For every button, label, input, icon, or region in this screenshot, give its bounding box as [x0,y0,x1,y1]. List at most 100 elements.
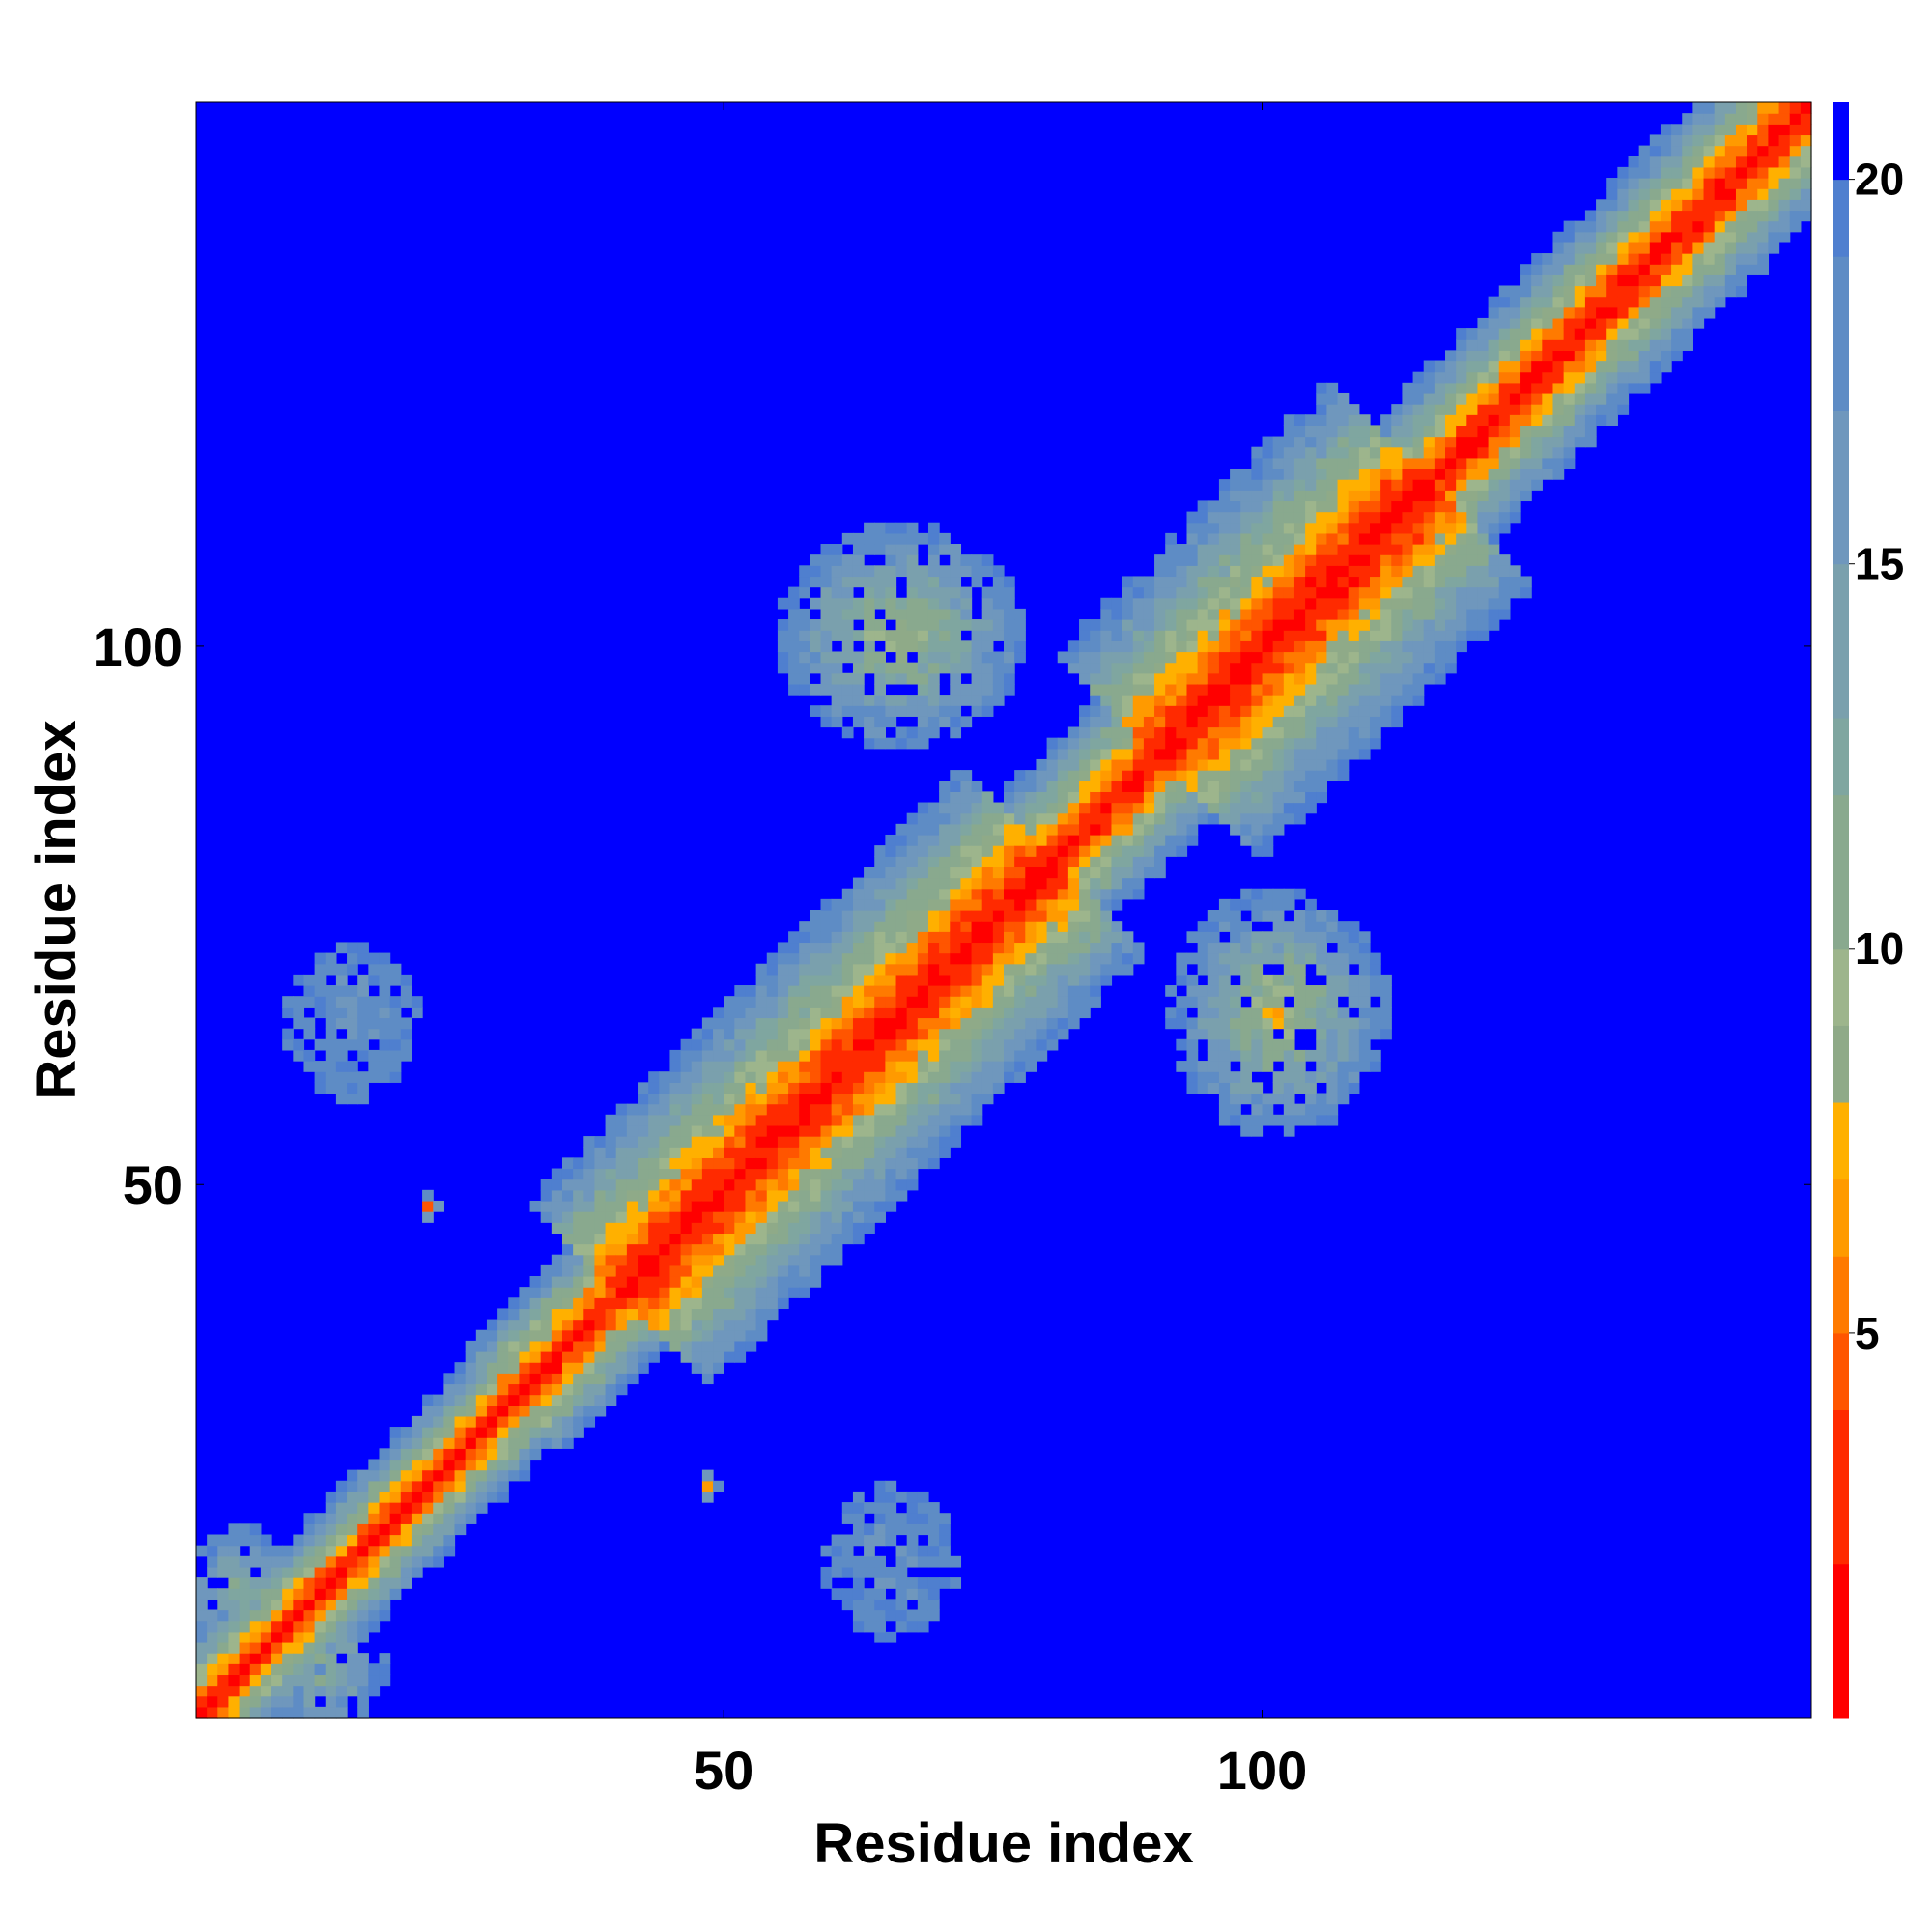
heatmap-cell [895,867,908,879]
heatmap-cell [529,1308,542,1321]
heatmap-cell [1563,457,1576,469]
heatmap-cell [1660,253,1672,265]
heatmap-cell [1358,672,1371,685]
heatmap-cell [1143,586,1155,599]
heatmap-cell [906,856,919,868]
heatmap-cell [1230,1049,1241,1062]
heatmap-cell [260,1577,272,1589]
heatmap-cell [1004,877,1015,890]
heatmap-cell [368,1028,381,1040]
heatmap-cell [314,1061,327,1072]
heatmap-cell [1682,339,1693,351]
heatmap-cell [1412,630,1425,641]
heatmap-cell [573,1340,584,1352]
heatmap-cell [1251,479,1264,491]
heatmap-cell [1369,468,1381,480]
heatmap-cell [1014,1049,1026,1062]
heatmap-cell [1337,662,1350,674]
heatmap-cell [1498,296,1511,308]
heatmap-cell [454,1437,467,1449]
heatmap-cell [950,888,962,900]
heatmap-cell [583,1157,596,1170]
heatmap-cell [1348,597,1360,610]
heatmap-cell [1638,199,1651,212]
heatmap-cell [1057,867,1069,879]
heatmap-cell [368,1061,381,1072]
heatmap-cell [561,1373,574,1385]
heatmap-cell [1079,672,1091,685]
heatmap-cell [950,1124,962,1137]
heatmap-cell [777,1297,789,1310]
heatmap-cell [1488,608,1500,620]
heatmap-cell [864,726,875,739]
heatmap-cell [347,1620,358,1633]
heatmap-cell [486,1329,498,1342]
heatmap-cell [788,683,800,696]
heatmap-cell [669,1287,682,1298]
heatmap-cell [1423,662,1435,674]
heatmap-cell [529,1383,542,1396]
heatmap-cell [540,1297,553,1310]
heatmap-cell [766,1168,779,1180]
heatmap-cell [1391,597,1404,610]
heatmap-cell [1154,856,1166,868]
heatmap-cell [615,1124,628,1137]
heatmap-cell [841,1513,854,1524]
heatmap-cell [508,1469,520,1482]
heatmap-cell [1724,220,1737,233]
heatmap-cell [1391,457,1404,469]
heatmap-cell [1272,705,1285,717]
heatmap-cell [1498,446,1511,459]
heatmap-cell [1488,468,1500,480]
heatmap-cell [325,1641,337,1654]
heatmap-cell [1391,683,1404,696]
heatmap-cell [1369,479,1381,491]
heatmap-cell [701,1157,714,1170]
heatmap-cell [1531,436,1543,448]
heatmap-cell [217,1706,230,1719]
heatmap-cell [1186,1028,1199,1040]
heatmap-cell [1369,1007,1381,1019]
heatmap-cell [927,597,940,610]
heatmap-cell [1251,996,1264,1008]
heatmap-cell [605,1168,617,1180]
heatmap-cell [1004,1049,1015,1062]
heatmap-cell [1358,974,1371,986]
heatmap-cell [1488,317,1500,329]
heatmap-cell [1671,134,1683,147]
heatmap-cell [583,1200,596,1212]
heatmap-cell [831,716,843,728]
heatmap-cell [1036,963,1048,976]
heatmap-cell [1154,565,1166,578]
heatmap-cell [347,1502,358,1514]
heatmap-cell [1358,446,1371,459]
heatmap-cell [335,1706,348,1719]
heatmap-cell [1262,640,1274,653]
heatmap-cell [1477,511,1490,524]
heatmap-cell [960,597,973,610]
heatmap-cell [874,1599,886,1611]
heatmap-cell [1240,554,1252,566]
heatmap-cell [917,1599,929,1611]
heatmap-cell [755,1007,768,1019]
heatmap-cell [1100,683,1113,696]
heatmap-cell [1240,500,1252,513]
heatmap-cell [379,1523,391,1536]
heatmap-cell [615,1136,628,1148]
heatmap-cell [1348,952,1360,965]
heatmap-cell [207,1545,218,1557]
heatmap-cell [433,1545,444,1557]
heatmap-cell [1197,532,1209,545]
heatmap-cell [1671,296,1683,308]
heatmap-cell [1293,468,1306,480]
heatmap-cell [810,985,822,997]
heatmap-cell [529,1405,542,1417]
heatmap-cell [874,1189,886,1202]
heatmap-cell [1445,436,1457,448]
heatmap-cell [1154,812,1166,825]
heatmap-cell [540,1211,553,1223]
heatmap-cell [1079,770,1091,781]
heatmap-cell [1735,188,1747,200]
heatmap-cell [1079,640,1091,653]
heatmap-cell [1671,145,1683,157]
